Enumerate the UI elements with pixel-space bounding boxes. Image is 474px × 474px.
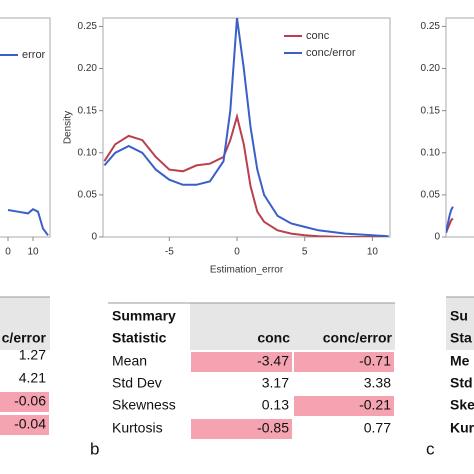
- table-cell: -0.21: [359, 397, 391, 413]
- table-cell: Std Dev: [112, 375, 162, 391]
- table-cell: -0.71: [359, 353, 391, 369]
- legend-label: error: [22, 49, 46, 61]
- density-line: [446, 206, 454, 233]
- y-tick-label: 0: [91, 232, 97, 243]
- y-tick-label: 0.20: [421, 63, 441, 74]
- y-tick-label: 0.05: [421, 190, 441, 201]
- table-cell: -0.04: [14, 416, 46, 432]
- x-tick-label: 0: [5, 247, 11, 258]
- header-cell: Summary: [112, 308, 176, 324]
- legend-label: conc: [306, 30, 330, 42]
- x-tick-label: -5: [165, 247, 174, 258]
- x-tick-label: 10: [367, 247, 379, 258]
- table-cell: 3.38: [364, 375, 391, 391]
- table-cell: Kurtosis: [112, 420, 163, 436]
- highlight-cell: [294, 352, 394, 372]
- y-tick-label: 0.10: [421, 147, 441, 158]
- density-line: [103, 18, 389, 237]
- x-axis-label: Estimation_error: [210, 265, 284, 276]
- table-cell: -0.85: [257, 420, 289, 436]
- highlight-cell: [0, 392, 49, 412]
- y-tick-label: 0.20: [78, 63, 98, 74]
- table-cell: 0.77: [364, 420, 391, 436]
- highlight-cell: [191, 352, 292, 372]
- x-tick-label: 10: [27, 247, 39, 258]
- legend-label: conc/error: [306, 47, 356, 59]
- y-tick-label: 0.25: [78, 21, 98, 32]
- density-line: [103, 112, 389, 237]
- table-cell: Me: [450, 353, 470, 369]
- table-cell: -0.06: [14, 393, 46, 409]
- y-tick-label: 0.15: [421, 105, 441, 116]
- table-cell: 3.17: [262, 375, 289, 391]
- highlight-cell: [0, 415, 49, 435]
- y-axis-label: Density: [63, 111, 74, 144]
- panel-label: c: [426, 439, 435, 458]
- y-tick-label: 0.05: [78, 190, 98, 201]
- table-cell: 0.13: [262, 397, 289, 413]
- table-cell: Ske: [450, 397, 474, 413]
- header-cell: conc/error: [323, 330, 393, 346]
- plot-frame: [445, 17, 474, 238]
- panel-label: b: [90, 439, 99, 458]
- header-cell: c/error: [2, 330, 47, 346]
- table-cell: 4.21: [19, 370, 46, 386]
- x-tick-label: 5: [302, 247, 308, 258]
- highlight-cell: [191, 419, 292, 439]
- plot-frame: [0, 17, 51, 238]
- y-tick-label: 0: [434, 232, 440, 243]
- header-bg: [0, 297, 50, 350]
- highlight-cell: [294, 396, 394, 416]
- table-cell: Std: [450, 375, 473, 391]
- plot-frame: [102, 17, 391, 238]
- table-cell: -3.47: [257, 353, 289, 369]
- y-tick-label: 0.10: [78, 147, 98, 158]
- header-cell: Statistic: [112, 330, 167, 346]
- header-cell: Sta: [450, 330, 472, 346]
- table-cell: Skewness: [112, 397, 176, 413]
- table-cell: Mean: [112, 353, 147, 369]
- density-line: [7, 208, 49, 236]
- y-tick-label: 0.25: [421, 21, 441, 32]
- header-bg: [190, 303, 395, 350]
- x-tick-label: 0: [234, 247, 240, 258]
- table-cell: 1.27: [19, 347, 46, 363]
- header-cell: Su: [450, 308, 468, 324]
- header-cell: conc: [257, 330, 290, 346]
- y-tick-label: 0.15: [78, 105, 98, 116]
- header-bg: [446, 297, 474, 350]
- table-cell: Kur: [450, 420, 474, 436]
